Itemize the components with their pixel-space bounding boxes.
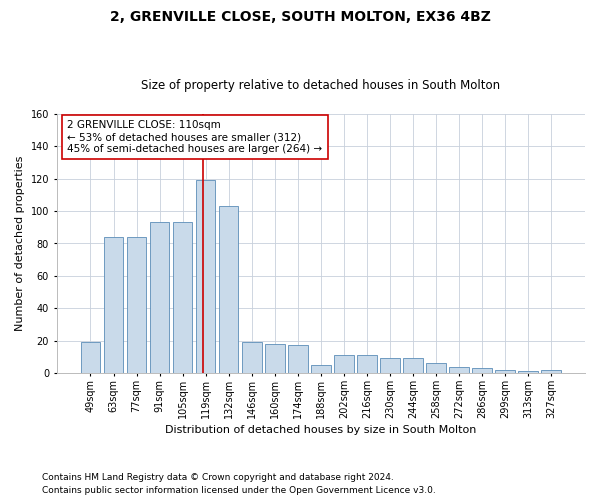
- Bar: [496, 370, 515, 373]
- Bar: [127, 237, 146, 373]
- Bar: [472, 368, 492, 373]
- Bar: [541, 370, 561, 373]
- Bar: [403, 358, 423, 373]
- Bar: [173, 222, 193, 373]
- Bar: [81, 342, 100, 373]
- Bar: [242, 342, 262, 373]
- X-axis label: Distribution of detached houses by size in South Molton: Distribution of detached houses by size …: [165, 425, 476, 435]
- Bar: [380, 358, 400, 373]
- Bar: [449, 366, 469, 373]
- Title: Size of property relative to detached houses in South Molton: Size of property relative to detached ho…: [141, 79, 500, 92]
- Y-axis label: Number of detached properties: Number of detached properties: [15, 156, 25, 331]
- Text: 2, GRENVILLE CLOSE, SOUTH MOLTON, EX36 4BZ: 2, GRENVILLE CLOSE, SOUTH MOLTON, EX36 4…: [110, 10, 490, 24]
- Bar: [426, 364, 446, 373]
- Bar: [288, 346, 308, 373]
- Bar: [196, 180, 215, 373]
- Bar: [150, 222, 169, 373]
- Text: Contains HM Land Registry data © Crown copyright and database right 2024.: Contains HM Land Registry data © Crown c…: [42, 474, 394, 482]
- Text: 2 GRENVILLE CLOSE: 110sqm
← 53% of detached houses are smaller (312)
45% of semi: 2 GRENVILLE CLOSE: 110sqm ← 53% of detac…: [67, 120, 322, 154]
- Bar: [518, 372, 538, 373]
- Bar: [311, 365, 331, 373]
- Bar: [219, 206, 238, 373]
- Text: Contains public sector information licensed under the Open Government Licence v3: Contains public sector information licen…: [42, 486, 436, 495]
- Bar: [265, 344, 284, 373]
- Bar: [334, 355, 353, 373]
- Bar: [104, 237, 124, 373]
- Bar: [357, 355, 377, 373]
